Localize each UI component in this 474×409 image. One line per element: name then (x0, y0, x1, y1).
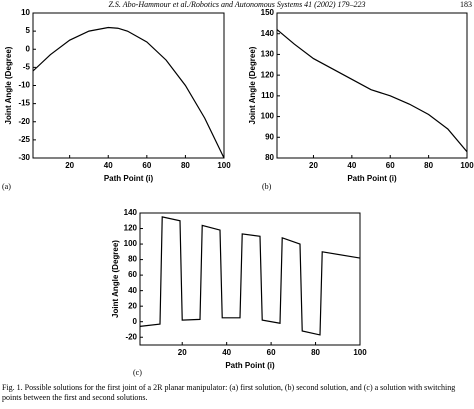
running-title: Z.S. Abo-Hammour et al./Robotics and Aut… (108, 0, 365, 9)
y-tick-label: 40 (128, 286, 137, 295)
y-tick-label: 0 (26, 44, 31, 53)
plot-frame (139, 212, 361, 346)
y-axis-label: Joint Angle (Degree) (111, 240, 120, 318)
x-axis-label: Path Point (i) (225, 361, 275, 370)
data-line (32, 26, 225, 159)
y-tick-label: 80 (128, 255, 137, 264)
y-tick-label: 130 (261, 50, 275, 59)
page-number: 183 (460, 0, 472, 9)
x-tick-label: 20 (309, 161, 318, 170)
y-tick-label: 0 (133, 317, 138, 326)
x-axis-label: Path Point (i) (347, 174, 397, 183)
y-tick-label: -15 (18, 99, 30, 108)
plot-frame (32, 12, 225, 159)
y-tick-label: 80 (265, 153, 274, 162)
y-tick-label: 5 (26, 26, 31, 35)
plot-frame (276, 12, 468, 159)
panel-label: (c) (133, 368, 142, 377)
panel-label: (a) (2, 182, 11, 191)
x-axis-label: Path Point (i) (104, 174, 154, 183)
y-tick-label: -20 (18, 117, 30, 126)
x-tick-label: 20 (65, 161, 74, 170)
caption: Fig. 1. Possible solutions for the first… (2, 383, 456, 402)
y-tick-label: -20 (125, 332, 137, 341)
x-tick-label: 20 (178, 348, 187, 357)
x-tick-label: 40 (222, 348, 231, 357)
data-line (139, 216, 361, 336)
y-tick-label: 10 (21, 8, 30, 17)
x-tick-label: 80 (311, 348, 320, 357)
y-tick-label: -10 (18, 81, 30, 90)
y-tick-label: 20 (128, 301, 137, 310)
x-tick-label: 100 (217, 161, 231, 170)
x-tick-label: 60 (267, 348, 276, 357)
panel-label: (b) (262, 182, 272, 191)
y-tick-label: -30 (18, 153, 30, 162)
y-tick-label: 100 (261, 112, 275, 121)
y-tick-label: 120 (261, 70, 275, 79)
x-tick-label: 60 (386, 161, 395, 170)
x-tick-label: 80 (181, 161, 190, 170)
y-tick-label: 60 (128, 270, 137, 279)
y-tick-label: 120 (124, 224, 138, 233)
x-tick-label: 40 (347, 161, 356, 170)
y-tick-label: -25 (18, 135, 30, 144)
y-tick-label: 100 (124, 239, 138, 248)
x-tick-label: 40 (104, 161, 113, 170)
data-line (276, 29, 468, 153)
x-tick-label: 100 (353, 348, 367, 357)
y-tick-label: -5 (23, 62, 31, 71)
y-axis-label: Joint Angle (Degree) (248, 46, 257, 124)
y-tick-label: 140 (261, 29, 275, 38)
y-tick-label: 90 (265, 132, 274, 141)
x-tick-label: 80 (424, 161, 433, 170)
x-tick-label: 60 (142, 161, 151, 170)
y-tick-label: 140 (124, 208, 138, 217)
y-tick-label: 110 (261, 91, 274, 100)
y-tick-label: 150 (261, 8, 275, 17)
x-tick-label: 100 (460, 161, 474, 170)
y-axis-label: Joint Angle (Degree) (4, 46, 13, 124)
